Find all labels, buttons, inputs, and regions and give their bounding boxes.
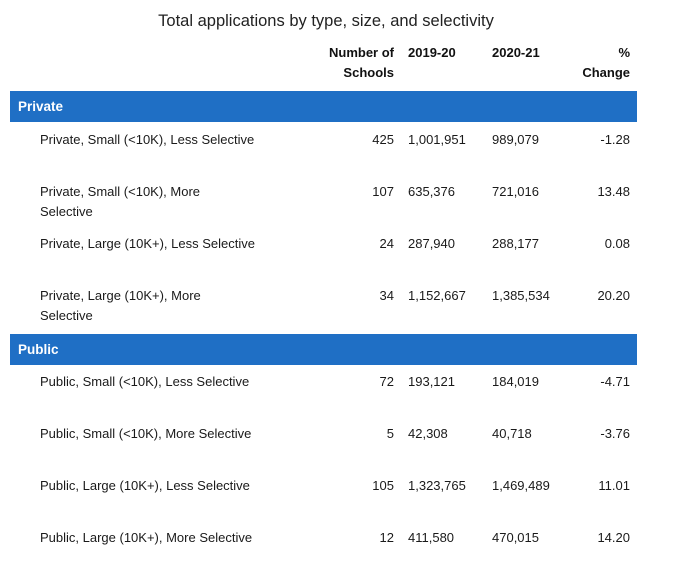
cell-percent-change: -4.71 xyxy=(600,374,630,389)
cell-percent-change: -3.76 xyxy=(600,426,630,441)
section-header-public: Public xyxy=(10,334,637,365)
table-row: Public, Large (10K+), Less Selective 105… xyxy=(0,476,675,528)
cell-2020-21: 470,015 xyxy=(492,530,539,545)
table-row: Private, Large (10K+), Less Selective 24… xyxy=(0,234,675,286)
cell-2020-21: 184,019 xyxy=(492,374,539,389)
table-row: Public, Small (<10K), Less Selective 72 … xyxy=(0,372,675,424)
section-header-private: Private xyxy=(10,91,637,122)
cell-percent-change: 11.01 xyxy=(598,478,630,493)
cell-2019-20: 411,580 xyxy=(408,530,455,545)
cell-number-of-schools: 24 xyxy=(379,236,394,251)
header-number-of-schools: Number of Schools xyxy=(329,45,394,80)
cell-2019-20: 1,001,951 xyxy=(408,132,466,147)
cell-2020-21: 1,469,489 xyxy=(492,478,550,493)
cell-number-of-schools: 34 xyxy=(379,288,394,303)
cell-number-of-schools: 5 xyxy=(386,426,394,441)
table-title: Total applications by type, size, and se… xyxy=(158,12,494,30)
row-label: Public, Small (<10K), Less Selective xyxy=(40,374,250,389)
cell-2019-20: 42,308 xyxy=(408,426,448,441)
cell-2020-21: 288,177 xyxy=(492,236,539,251)
table-row: Private, Small (<10K), Less Selective 42… xyxy=(0,130,675,182)
cell-number-of-schools: 105 xyxy=(372,478,394,493)
table-row: Private, Small (<10K), More Selective 10… xyxy=(0,182,675,234)
row-label: Public, Large (10K+), Less Selective xyxy=(40,478,250,493)
cell-number-of-schools: 12 xyxy=(379,530,394,545)
cell-2019-20: 635,376 xyxy=(408,184,455,199)
cell-2020-21: 40,718 xyxy=(492,426,532,441)
row-label: Private, Large (10K+), More Selective xyxy=(40,288,201,323)
cell-2019-20: 1,152,667 xyxy=(408,288,466,303)
table-row: Public, Small (<10K), More Selective 5 4… xyxy=(0,424,675,476)
cell-2020-21: 989,079 xyxy=(492,132,539,147)
cell-number-of-schools: 72 xyxy=(379,374,394,389)
cell-percent-change: -1.28 xyxy=(600,132,630,147)
cell-2020-21: 1,385,534 xyxy=(492,288,550,303)
cell-2019-20: 287,940 xyxy=(408,236,455,251)
cell-percent-change: 20.20 xyxy=(597,288,630,303)
cell-2020-21: 721,016 xyxy=(492,184,539,199)
cell-number-of-schools: 425 xyxy=(372,132,394,147)
row-label: Private, Large (10K+), Less Selective xyxy=(40,236,255,251)
header-percent-change: % Change xyxy=(582,45,630,80)
row-label: Private, Small (<10K), Less Selective xyxy=(40,132,255,147)
header-2019-20: 2019-20 xyxy=(408,45,456,60)
cell-percent-change: 14.20 xyxy=(597,530,630,545)
cell-2019-20: 1,323,765 xyxy=(408,478,466,493)
cell-number-of-schools: 107 xyxy=(372,184,394,199)
header-2020-21: 2020-21 xyxy=(492,45,540,60)
row-label: Public, Large (10K+), More Selective xyxy=(40,530,253,545)
cell-2019-20: 193,121 xyxy=(408,374,455,389)
row-label: Public, Small (<10K), More Selective xyxy=(40,426,252,441)
cell-percent-change: 13.48 xyxy=(597,184,630,199)
table-row: Private, Large (10K+), More Selective 34… xyxy=(0,286,675,338)
table-row: Public, Large (10K+), More Selective 12 … xyxy=(0,528,675,580)
row-label: Private, Small (<10K), More Selective xyxy=(40,184,201,219)
cell-percent-change: 0.08 xyxy=(604,236,630,251)
